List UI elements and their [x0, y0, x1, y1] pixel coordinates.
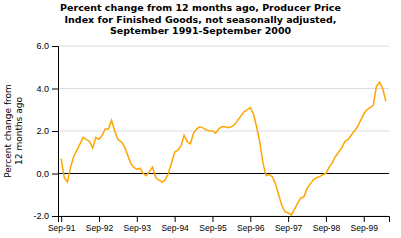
grid-line [58, 131, 389, 132]
grid-line [58, 173, 389, 174]
x-tick-label: Sep-99 [351, 223, 379, 233]
grid-line [58, 46, 389, 47]
y-tick: 4.0 [36, 84, 58, 94]
x-tick-mark [99, 216, 100, 222]
x-tick: Sep-93 [124, 216, 152, 233]
x-axis: Sep-91 Sep-92 Sep-93 Sep-94 Sep-95 Sep-96 Sep-… [48, 216, 390, 233]
title-line: Percent change from 12 months ago, Produ… [60, 2, 341, 13]
chart: -2.0 0.0 2.0 4.0 6.0 Sep-91 Sep-92 Sep-93 Sep-94… [0, 0, 401, 238]
y-axis-line [52, 47, 59, 217]
y-tick-label: 2.0 [36, 126, 49, 136]
y-axis-title-line: Percent change from [3, 84, 13, 178]
x-tick-mark [175, 216, 176, 222]
y-axis: -2.0 0.0 2.0 4.0 6.0 [33, 41, 58, 221]
x-tick: Sep-99 [351, 216, 379, 233]
x-tick-label: Sep-98 [313, 223, 341, 233]
x-tick-label: Sep-92 [86, 223, 114, 233]
x-tick: Sep-98 [313, 216, 341, 233]
x-tick-mark [212, 216, 213, 222]
y-axis-title-line: 12 months ago [14, 97, 24, 165]
grid [58, 46, 389, 216]
x-tick: Sep-92 [86, 216, 114, 233]
x-tick-mark [326, 216, 327, 222]
x-tick: Sep-91 [48, 216, 76, 233]
y-tick-label: 6.0 [36, 41, 49, 51]
y-tick: 6.0 [36, 41, 58, 51]
x-tick: Sep-96 [237, 216, 265, 233]
y-tick: -2.0 [33, 211, 58, 221]
y-tick-mark [52, 174, 58, 175]
x-tick-label: Sep-93 [124, 223, 152, 233]
x-tick-mark [137, 216, 138, 222]
y-tick-mark [52, 89, 58, 90]
x-tick-label: Sep-97 [275, 223, 303, 233]
title-line: Index for Finished Goods, not seasonally… [65, 14, 337, 25]
x-tick-mark [61, 216, 62, 222]
x-tick-label: Sep-91 [48, 223, 76, 233]
x-tick-mark [250, 216, 251, 222]
line [61, 82, 386, 215]
x-tick-mark [288, 216, 289, 222]
y-tick-label: -2.0 [33, 211, 49, 221]
grid-line [58, 88, 389, 89]
y-tick-mark [52, 216, 58, 217]
x-tick-label: Sep-94 [161, 223, 189, 233]
y-tick-mark [52, 131, 58, 132]
zero-line [58, 173, 389, 174]
x-tick-label: Sep-96 [237, 223, 265, 233]
x-tick: Sep-94 [161, 216, 189, 233]
y-tick-label: 0.0 [36, 169, 49, 179]
x-tick-mark [364, 216, 365, 222]
y-axis-title: Percent change from12 months ago [3, 84, 24, 178]
title: Percent change from 12 months ago, Produ… [60, 2, 341, 36]
y-tick-label: 4.0 [36, 84, 49, 94]
series [58, 82, 389, 215]
x-tick: Sep-95 [199, 216, 227, 233]
title-line: September 1991-September 2000 [110, 25, 292, 36]
y-tick-mark [52, 46, 58, 47]
x-axis-line [59, 217, 390, 223]
y-tick: 2.0 [36, 126, 58, 136]
x-tick-label: Sep-95 [199, 223, 227, 233]
x-tick: Sep-97 [275, 216, 303, 233]
plot: -2.0 0.0 2.0 4.0 6.0 Sep-91 Sep-92 Sep-93 Sep-94… [33, 41, 389, 233]
y-tick: 0.0 [36, 169, 58, 179]
